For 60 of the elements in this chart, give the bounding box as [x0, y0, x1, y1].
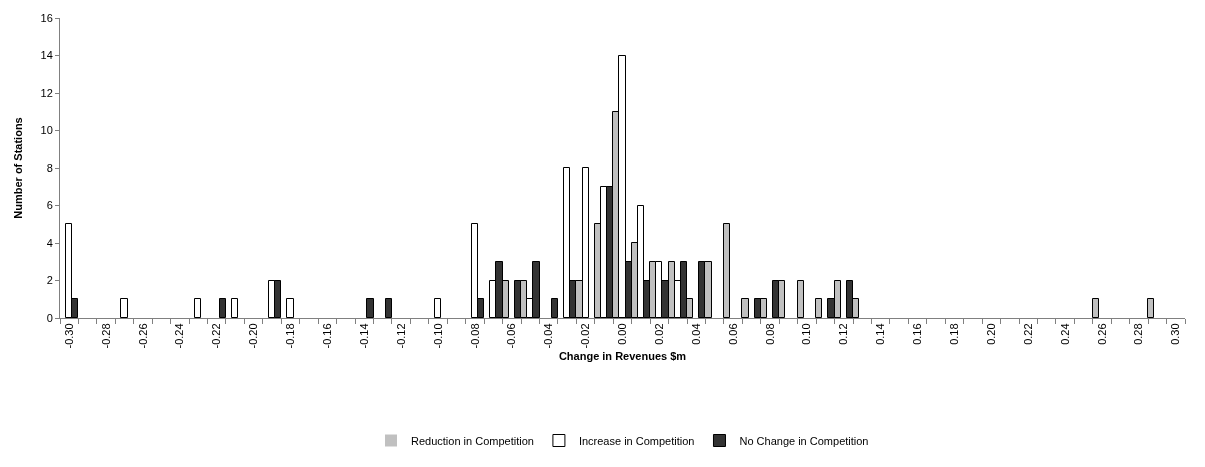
x-tick-label: -0.12 — [394, 323, 407, 349]
x-tick-label: 0.08 — [763, 323, 776, 345]
x-tick-label: -0.06 — [505, 323, 518, 349]
bar — [1147, 298, 1154, 318]
x-tick-label: 0.26 — [1095, 323, 1108, 345]
bar — [366, 298, 374, 318]
x-tick-label: -0.22 — [210, 323, 223, 349]
x-tick-label: -0.10 — [431, 323, 444, 349]
bar — [741, 298, 749, 318]
y-tick-label: 6 — [46, 199, 53, 212]
x-tick-label: 0.18 — [948, 323, 961, 345]
bar — [797, 280, 804, 318]
y-tick-label: 10 — [40, 124, 53, 137]
x-tick-label: 0.30 — [1169, 323, 1182, 345]
bar — [219, 298, 226, 318]
x-tick-label: -0.20 — [247, 323, 260, 349]
bar — [723, 223, 730, 318]
x-tick-label: -0.14 — [357, 323, 370, 349]
y-tick-label: 16 — [40, 11, 53, 24]
x-tick-label: 0.16 — [911, 323, 924, 345]
legend-label: Reduction in Competition — [411, 434, 534, 447]
x-tick-label: 0.02 — [652, 323, 665, 345]
legend-label: No Change in Competition — [739, 434, 869, 447]
bar — [194, 298, 201, 318]
x-tick-label: -0.02 — [579, 323, 592, 349]
y-tick-label: 2 — [46, 274, 53, 287]
legend-label: Increase in Competition — [578, 434, 695, 447]
bar — [1092, 298, 1099, 318]
y-tick-label: 0 — [46, 311, 53, 324]
y-tick-label: 12 — [40, 86, 53, 99]
y-tick-label: 4 — [46, 236, 53, 249]
x-tick-label: -0.18 — [284, 323, 297, 349]
y-tick-label: 14 — [40, 49, 53, 62]
x-tick-label: 0.20 — [984, 323, 997, 345]
bar — [434, 298, 441, 318]
y-tick-label: 8 — [46, 161, 53, 174]
x-axis-title: Change in Revenues $m — [558, 349, 687, 362]
bar — [815, 298, 822, 318]
x-tick-label: 0.10 — [800, 323, 813, 345]
x-tick-label: -0.30 — [62, 323, 75, 349]
x-tick-label: 0.00 — [616, 323, 629, 345]
bar — [231, 298, 238, 318]
bar — [120, 298, 128, 318]
x-tick-label: -0.24 — [173, 323, 186, 349]
x-tick-label: 0.06 — [726, 323, 739, 345]
bar — [286, 298, 294, 318]
x-tick-label: 0.22 — [1021, 323, 1034, 345]
bar — [385, 298, 392, 318]
x-tick-label: -0.26 — [136, 323, 149, 349]
bar — [551, 298, 558, 318]
x-tick-label: 0.12 — [837, 323, 850, 345]
x-tick-label: 0.24 — [1058, 323, 1071, 345]
x-tick-label: 0.04 — [689, 323, 702, 345]
x-tick-label: -0.08 — [468, 323, 481, 349]
x-tick-label: -0.04 — [542, 323, 555, 349]
x-tick-label: 0.14 — [874, 323, 887, 345]
y-axis-title: Number of Stations — [12, 117, 25, 219]
x-tick-label: 0.28 — [1132, 323, 1145, 345]
x-tick-label: -0.28 — [99, 323, 112, 349]
x-tick-label: -0.16 — [321, 323, 333, 349]
